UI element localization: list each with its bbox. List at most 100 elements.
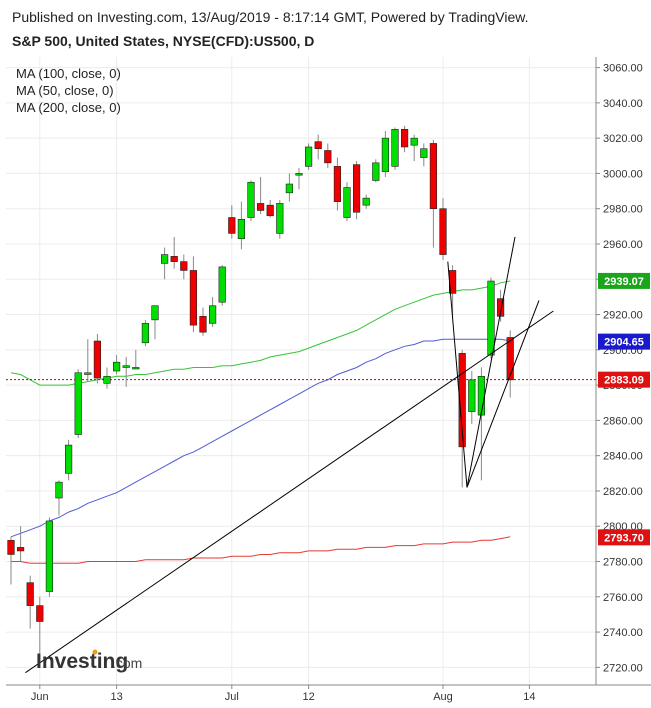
candle-up xyxy=(84,372,92,375)
candle-up xyxy=(362,197,370,206)
moving-average-lines xyxy=(6,280,596,564)
legend: MA (100, close, 0) MA (50, close, 0) MA … xyxy=(16,66,121,115)
candle-down xyxy=(266,204,274,217)
axes-group: 2720.002740.002760.002780.002800.002820.… xyxy=(6,57,651,703)
candles-group xyxy=(7,125,514,654)
candle-up xyxy=(420,148,428,158)
candle-up xyxy=(247,181,255,218)
x-tick-label: 13 xyxy=(110,691,122,703)
logo-suffix: .com xyxy=(112,655,142,671)
symbol-title[interactable]: S&P 500, United States, NYSE(CFD):US500,… xyxy=(12,33,315,49)
candle-down xyxy=(7,540,15,555)
candle-down xyxy=(506,337,514,381)
price-badge-label: 2904.65 xyxy=(604,337,644,349)
candle-down xyxy=(439,208,447,255)
published-caption: Published on Investing.com, 13/Aug/2019 … xyxy=(12,9,529,25)
candle-up xyxy=(74,372,82,435)
grid-lines xyxy=(6,57,596,685)
trendline-1 xyxy=(447,261,468,488)
candle-down xyxy=(429,143,438,210)
logo-wordmark: Investing xyxy=(36,650,128,673)
investing-logo: Investing .com xyxy=(36,649,142,673)
candle-up xyxy=(468,379,476,412)
candle-up xyxy=(132,367,140,370)
trendlines-group xyxy=(25,236,554,674)
y-tick-label: 2820.00 xyxy=(603,486,643,498)
candle-down xyxy=(352,164,361,213)
candle-down xyxy=(170,256,178,262)
candle-up xyxy=(45,520,53,592)
candle-up xyxy=(295,173,303,176)
price-badge xyxy=(598,371,650,388)
candle-up xyxy=(343,187,351,218)
x-tick-label: 12 xyxy=(302,691,314,703)
candle-up xyxy=(477,375,486,416)
y-tick-label: 2740.00 xyxy=(603,627,643,639)
legend-item-ma100: MA (100, close, 0) xyxy=(16,66,121,81)
y-tick-label: 2920.00 xyxy=(603,310,643,322)
y-tick-label: 2840.00 xyxy=(603,451,643,463)
chart-header: Published on Investing.com, 13/Aug/2019 … xyxy=(0,0,651,62)
candle-up xyxy=(103,375,111,384)
ma-line-1 xyxy=(10,280,511,386)
ma-line-0 xyxy=(10,338,511,538)
candle-down xyxy=(16,547,25,552)
y-tick-label: 3020.00 xyxy=(603,133,643,145)
price-badge-label: 2939.07 xyxy=(604,276,644,288)
y-tick-label: 2960.00 xyxy=(603,239,643,251)
candle-up xyxy=(237,218,246,239)
candle-up xyxy=(161,254,169,264)
candle-up xyxy=(285,183,294,194)
candle-down xyxy=(324,150,332,164)
candle-up xyxy=(410,137,418,146)
candle-up xyxy=(65,444,73,474)
x-tick-label: 14 xyxy=(523,691,535,703)
candle-down xyxy=(93,340,101,379)
price-badge xyxy=(598,333,650,350)
candle-up xyxy=(487,280,495,356)
candle-up xyxy=(113,361,121,372)
price-badge-label: 2883.09 xyxy=(604,375,644,387)
candle-down xyxy=(26,582,34,606)
legend-item-ma50: MA (50, close, 0) xyxy=(16,83,114,98)
candle-up xyxy=(391,129,399,167)
legend-item-ma200: MA (200, close, 0) xyxy=(16,100,121,115)
candle-down xyxy=(36,605,44,622)
candle-up xyxy=(218,266,226,303)
y-tick-label: 2860.00 xyxy=(603,415,643,427)
y-tick-label: 2760.00 xyxy=(603,592,643,604)
x-tick-label: Aug xyxy=(433,691,453,703)
candle-up xyxy=(276,203,284,234)
x-tick-label: Jul xyxy=(225,691,239,703)
candle-up xyxy=(372,162,380,181)
candle-down xyxy=(228,217,236,234)
candle-up xyxy=(141,323,150,344)
candle-up xyxy=(55,481,63,499)
y-tick-label: 3000.00 xyxy=(603,168,643,180)
candle-up xyxy=(381,137,390,172)
candle-up xyxy=(151,305,159,321)
candle-down xyxy=(189,270,198,326)
price-badges-group: 2939.07 2904.65 2883.09 2793.70 xyxy=(598,272,650,546)
y-tick-label: 2980.00 xyxy=(603,204,643,216)
candle-down xyxy=(400,129,409,148)
candle-up xyxy=(122,365,130,368)
y-tick-label: 2780.00 xyxy=(603,557,643,569)
price-badge xyxy=(598,272,650,289)
trendline-0 xyxy=(25,310,554,674)
candle-up xyxy=(209,305,217,324)
price-badge xyxy=(598,529,650,546)
candle-down xyxy=(333,166,342,202)
candle-down xyxy=(458,353,466,448)
candle-down xyxy=(180,261,188,271)
trendline-3 xyxy=(466,300,540,488)
x-tick-label: Jun xyxy=(31,691,49,703)
y-tick-label: 2720.00 xyxy=(603,662,643,674)
y-tick-label: 3040.00 xyxy=(603,98,643,110)
candle-down xyxy=(256,203,265,211)
candle-down xyxy=(314,141,322,150)
y-tick-label: 3060.00 xyxy=(603,63,643,75)
plot-area[interactable] xyxy=(6,57,596,685)
candle-up xyxy=(304,146,313,167)
